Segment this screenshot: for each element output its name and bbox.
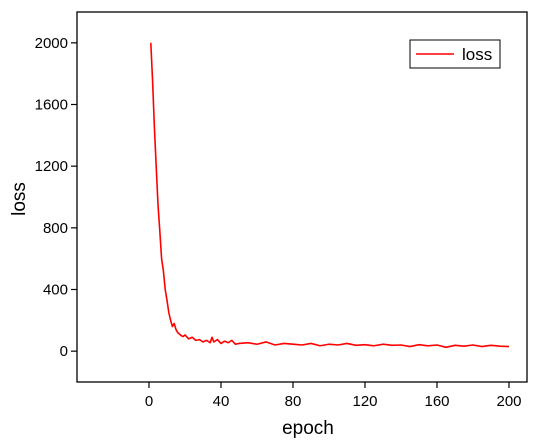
x-axis-title: epoch [282, 418, 334, 439]
x-tick-label: 40 [213, 393, 230, 410]
x-tick-label: 80 [285, 393, 302, 410]
loss-series-line [150, 42, 510, 349]
legend: loss [409, 39, 501, 69]
y-tick-label: 1600 [35, 97, 68, 114]
x-tick-label: 160 [424, 393, 449, 410]
axis-ticks [71, 42, 510, 388]
legend-label: loss [462, 45, 492, 64]
x-tick-label: 120 [352, 393, 377, 410]
plot-frame [76, 11, 528, 383]
y-tick-label: 1200 [35, 158, 68, 175]
x-tick-label: 0 [145, 393, 153, 410]
y-tick-label: 800 [43, 220, 68, 237]
y-tick-label: 2000 [35, 35, 68, 52]
x-tick-label: 200 [496, 393, 521, 410]
y-tick-label: 400 [43, 282, 68, 299]
y-tick-label: 0 [60, 343, 68, 360]
y-axis-title: loss [9, 182, 30, 216]
